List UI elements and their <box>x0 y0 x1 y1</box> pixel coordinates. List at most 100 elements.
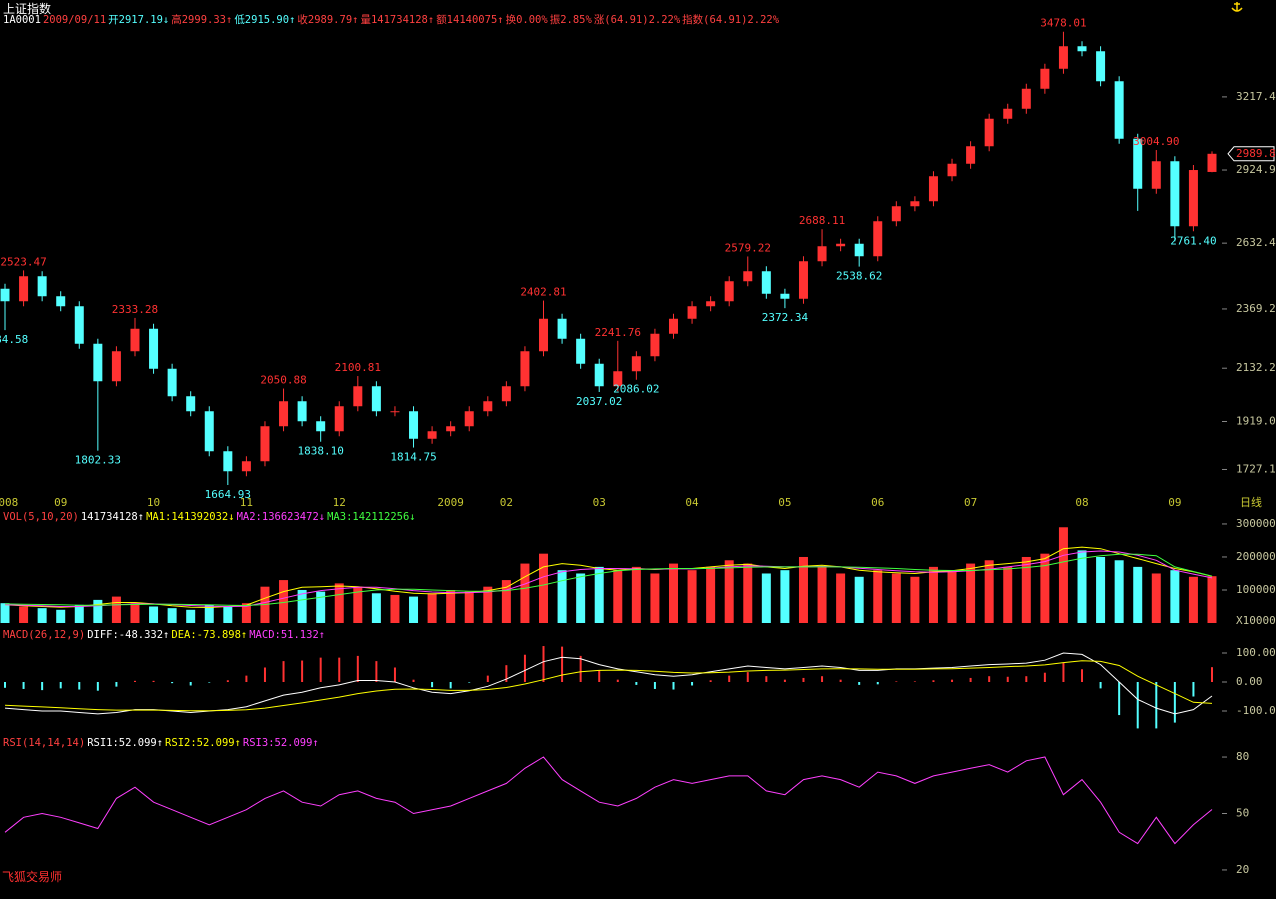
volume-bar <box>631 566 641 623</box>
candle-body <box>761 271 771 294</box>
y-tick-label: 2924.9 <box>1236 163 1276 176</box>
legend-item: 量141734128↑ <box>360 14 435 26</box>
line <box>4 553 1213 607</box>
candle-body <box>241 461 251 472</box>
low-label: 2037.02 <box>576 395 622 408</box>
volume-bar <box>873 570 883 623</box>
legend-item: 开2917.19↓ <box>108 14 170 26</box>
line <box>4 660 1213 712</box>
legend-item: RSI(14,14,14) <box>3 737 86 749</box>
candle-body <box>1170 161 1180 227</box>
volume-bar <box>19 606 29 623</box>
candle-body <box>409 411 419 439</box>
volume-bar <box>1021 556 1031 623</box>
volume-bar <box>74 604 84 623</box>
candle-body <box>297 401 307 422</box>
legend-item: 低2915.90↑ <box>234 14 296 26</box>
legend-item: 高2999.33↑ <box>171 14 233 26</box>
volume-bar <box>1188 576 1198 623</box>
footer: 飞狐交易师 <box>2 870 63 884</box>
high-label: 2333.28 <box>112 303 158 316</box>
volume-bar <box>1133 566 1143 623</box>
rsi-legend: RSI(14,14,14) RSI1:52.099↑ RSI2:52.099↑ RSI… <box>3 737 319 749</box>
volume-bar <box>111 596 121 623</box>
volume-bar <box>1040 553 1050 623</box>
candle-body <box>56 296 66 307</box>
low-label: 2086.02 <box>613 383 659 396</box>
high-label: 2688.11 <box>799 214 845 227</box>
candle-body <box>910 201 920 207</box>
y-tick-label: 2132.2 <box>1236 361 1276 374</box>
low-label: 1838.10 <box>297 445 343 458</box>
volume-bar <box>910 576 920 623</box>
candle-body <box>1077 46 1087 52</box>
volume-bar <box>687 570 697 623</box>
candle-body <box>576 338 586 364</box>
high-label: 3004.90 <box>1133 135 1179 148</box>
candle-body <box>836 243 846 247</box>
volume-bar <box>130 603 140 623</box>
volume-bar <box>650 573 660 623</box>
legend-item: 2009/09/11 <box>42 14 107 26</box>
candle-body <box>557 318 567 339</box>
x-tick-label: 03 <box>593 496 606 509</box>
volume-bar <box>984 560 994 623</box>
candle-body <box>390 411 400 413</box>
volume-legend: VOL(5,10,20) 141734128↑ MA1:141392032↓ MA2:… <box>3 511 416 523</box>
volume-bar <box>409 596 419 623</box>
low-label: 1814.75 <box>390 451 436 464</box>
volume-bar <box>557 570 567 623</box>
candle-body <box>19 276 29 302</box>
candle-body <box>613 371 623 387</box>
x-tick-label: 2008 <box>0 496 18 509</box>
candle-body <box>1040 68 1050 89</box>
x-tick-label: 06 <box>871 496 884 509</box>
x-tick-label: 12 <box>333 496 346 509</box>
candle-body <box>260 426 270 462</box>
x-tick-label: 09 <box>1168 496 1181 509</box>
low-label: 2372.34 <box>762 311 809 324</box>
volume-bar <box>204 604 214 623</box>
high-label: 2050.88 <box>260 374 306 387</box>
price-tag <box>1227 146 1275 162</box>
volume-bar <box>279 580 289 623</box>
high-label: 2579.22 <box>725 241 771 254</box>
candle-body <box>539 318 549 352</box>
y-tick-label: 200000 <box>1236 550 1276 563</box>
y-tick-label: 100.00 <box>1236 646 1276 659</box>
legend-item: 额14140075↑ <box>436 14 504 26</box>
candle-body <box>37 276 47 297</box>
low-label: 1664.93 <box>205 488 251 501</box>
candle-body <box>334 406 344 432</box>
legend-item: 141734128↑ <box>80 511 145 523</box>
volume-bar <box>539 553 549 623</box>
volume-bar <box>501 580 511 623</box>
volume-bar <box>1151 573 1161 623</box>
low-label: 2538.62 <box>836 270 882 283</box>
volume-bar <box>798 556 808 623</box>
volume-bar <box>241 603 251 623</box>
volume-bar <box>464 591 474 623</box>
y-tick-label: 100000 <box>1236 583 1276 596</box>
y-tick-label: 2632.4 <box>1236 236 1276 249</box>
y-tick-label: 50 <box>1236 806 1249 819</box>
volume-bar <box>260 586 270 623</box>
line <box>4 652 1213 715</box>
volume-bar <box>167 608 177 623</box>
legend-item: 换0.00% <box>505 14 548 26</box>
low-label: 2284.58 <box>0 333 28 346</box>
volume-bar <box>1207 576 1217 623</box>
candle-body <box>446 426 456 432</box>
unit-label: X10000 <box>1236 614 1276 627</box>
anchor-icon <box>1231 2 1243 12</box>
legend-item: 1A0001 <box>3 14 41 26</box>
macd-legend: MACD(26,12,9) DIFF:-48.332↑ DEA:-73.898↑ MA… <box>3 629 325 641</box>
candle-body <box>279 401 289 427</box>
volume-bar <box>854 576 864 623</box>
volume-bar <box>613 570 623 623</box>
legend-item: RSI1:52.099↑ <box>87 737 164 749</box>
y-tick-label: 2369.2 <box>1236 302 1276 315</box>
quote-row: 1A0001 2009/09/11 开2917.19↓ 高2999.33↑ 低2915.… <box>3 14 779 26</box>
legend-item: DEA:-73.898↑ <box>171 629 248 641</box>
